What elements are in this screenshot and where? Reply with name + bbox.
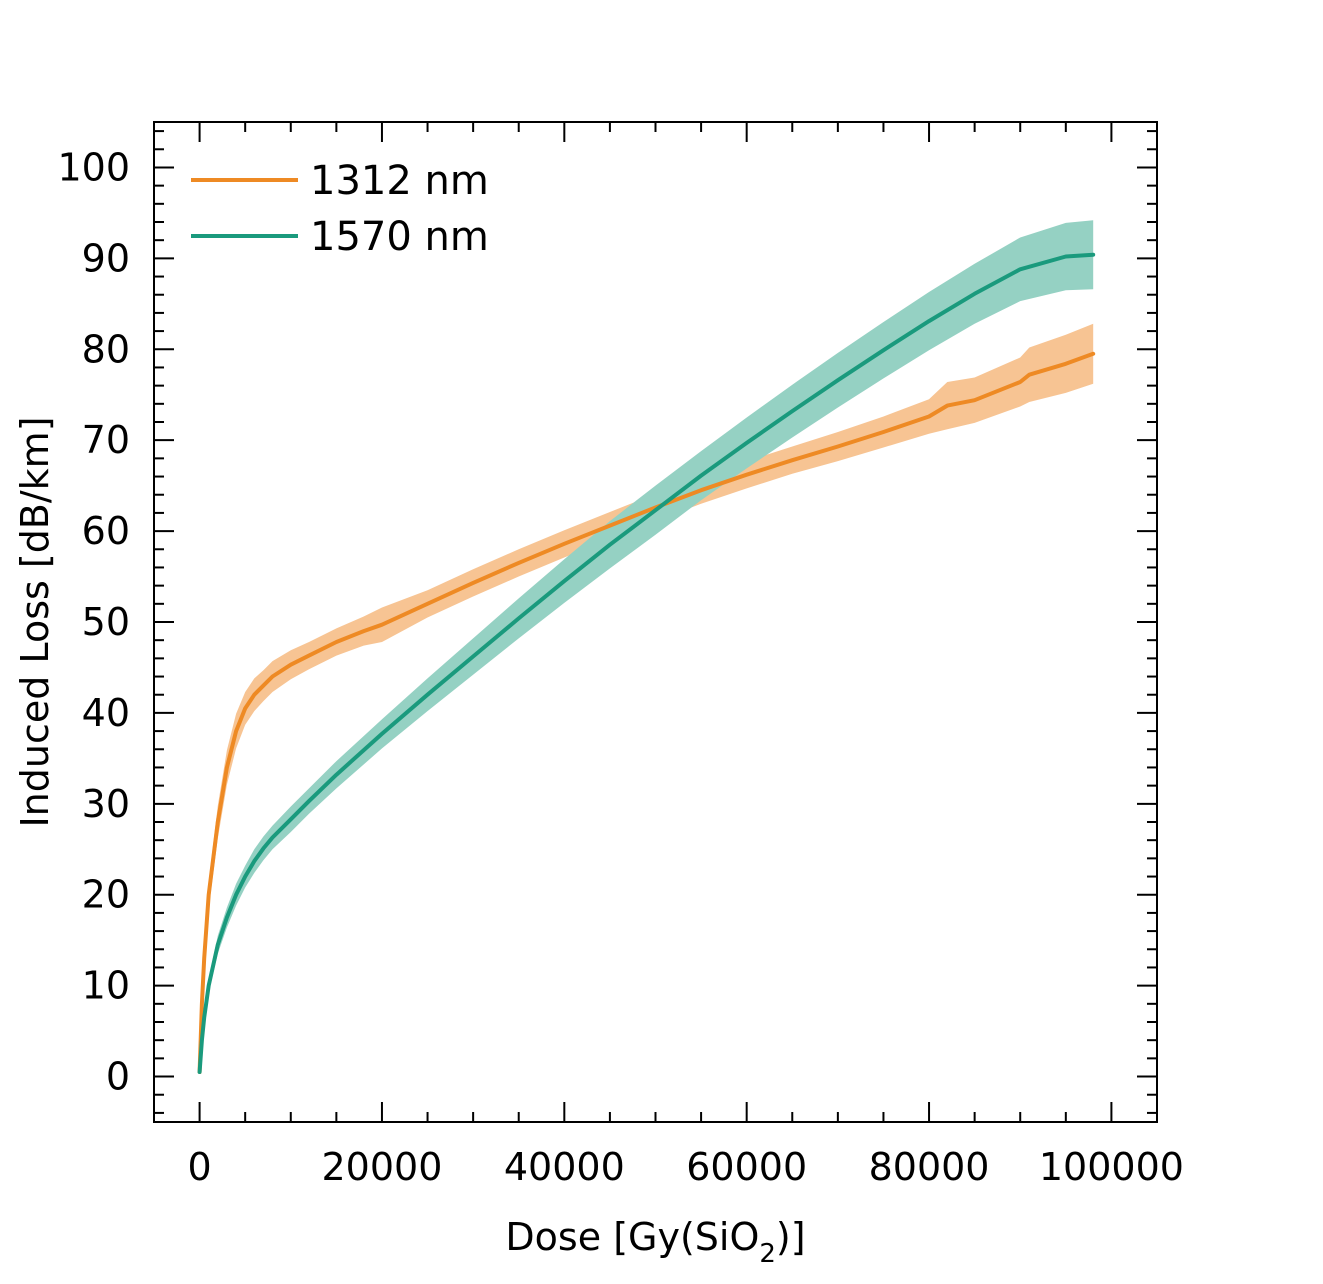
y-tick-label: 10	[82, 964, 130, 1008]
plot-frame	[153, 121, 1158, 1123]
band-1312-nm	[199, 323, 1094, 1072]
y-tick-label: 70	[82, 418, 130, 462]
x-tick-label: 80000	[869, 1145, 990, 1189]
x-tick-label: 0	[187, 1145, 211, 1189]
x-axis-title-subscript: 2	[759, 1239, 776, 1269]
line-1570-nm	[197, 252, 1096, 1074]
y-tick-label: 90	[82, 236, 130, 280]
legend-label-1570: 1570 nm	[310, 214, 489, 260]
y-tick-label: 80	[82, 327, 130, 371]
x-tick-label: 100000	[1039, 1145, 1184, 1189]
band-1570-nm	[199, 220, 1094, 1072]
y-tick-label: 50	[82, 600, 130, 644]
series-lines	[197, 252, 1096, 1074]
uncertainty-bands	[199, 220, 1094, 1072]
y-tick-label: 100	[57, 145, 130, 189]
y-axis-title: Induced Loss [dB/km]	[13, 416, 57, 827]
legend-label-1312: 1312 nm	[310, 158, 489, 204]
line-1312-nm	[197, 351, 1096, 1074]
legend: 1312 nm 1570 nm	[191, 158, 489, 260]
x-axis-title: Dose [Gy(SiO2)]	[505, 1215, 805, 1269]
x-tick-label: 40000	[504, 1145, 625, 1189]
x-axis-title-main: Dose [Gy(SiO	[505, 1215, 759, 1259]
tick-labels: 0 20000 40000 60000 80000 100000 0 10 20 30 40 50 60…	[57, 145, 1183, 1189]
y-tick-label: 0	[106, 1055, 130, 1099]
x-tick-label: 20000	[322, 1145, 443, 1189]
y-tick-label: 20	[82, 873, 130, 917]
x-tick-label: 60000	[686, 1145, 807, 1189]
y-tick-label: 60	[82, 509, 130, 553]
y-tick-label: 40	[82, 691, 130, 735]
y-tick-label: 30	[82, 782, 130, 826]
x-axis-title-end: )]	[776, 1215, 806, 1259]
